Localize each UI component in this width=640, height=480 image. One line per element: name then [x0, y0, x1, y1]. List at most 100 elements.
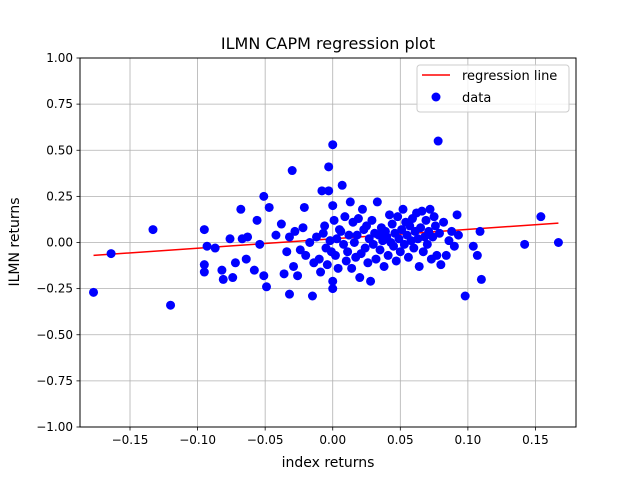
data-point: [298, 223, 308, 233]
y-tick-label: −1.00: [36, 420, 73, 434]
data-point: [360, 243, 370, 253]
y-tick-label: 0.25: [46, 189, 73, 203]
data-point: [520, 239, 530, 249]
data-point: [320, 221, 330, 231]
data-point: [394, 234, 404, 244]
data-point: [372, 197, 382, 207]
data-point: [418, 247, 428, 257]
x-tick-label: 0.15: [522, 433, 549, 447]
data-point: [336, 226, 346, 236]
data-point: [391, 256, 401, 266]
data-point: [318, 228, 328, 238]
data-point: [355, 273, 365, 283]
y-tick-label: −0.25: [36, 282, 73, 296]
data-point: [405, 221, 415, 231]
data-point: [210, 243, 220, 253]
data-point: [340, 212, 350, 222]
data-point: [428, 232, 438, 242]
data-point: [259, 271, 269, 281]
data-point: [199, 260, 209, 270]
data-point: [393, 212, 403, 222]
data-point: [271, 230, 281, 240]
data-point: [89, 287, 99, 297]
data-point: [328, 276, 338, 286]
data-point: [447, 226, 457, 236]
data-point: [368, 239, 378, 249]
x-tick-label: 0.10: [455, 433, 482, 447]
data-point: [228, 273, 238, 283]
data-point: [289, 261, 299, 271]
data-point: [279, 269, 289, 279]
data-point: [262, 282, 272, 292]
data-point: [444, 236, 454, 246]
data-point: [417, 206, 427, 216]
x-tick-label: −0.10: [179, 433, 216, 447]
data-point: [436, 260, 446, 270]
legend: regression line data: [416, 64, 570, 113]
data-point: [328, 201, 338, 211]
data-point: [430, 221, 440, 231]
x-tick-label: −0.05: [247, 433, 284, 447]
data-point: [314, 254, 324, 264]
data-point: [453, 230, 463, 240]
data-point: [389, 241, 399, 251]
data-point: [199, 225, 209, 235]
data-point: [379, 261, 389, 271]
data-point: [366, 276, 376, 286]
y-axis-ticks: −1.00 −0.75 −0.50 −0.25 0.00 0.25 0.50 0.75 1.00: [36, 51, 80, 434]
data-point: [362, 221, 372, 231]
data-point: [375, 245, 385, 255]
data-point: [299, 202, 309, 212]
data-point: [367, 215, 377, 225]
x-axis-ticks: −0.15 −0.10 −0.05 0.00 0.05 0.10 0.15: [112, 427, 549, 447]
data-point: [328, 284, 338, 294]
data-point: [352, 230, 362, 240]
x-tick-label: 0.00: [319, 433, 346, 447]
data-point: [332, 234, 342, 244]
data-point: [328, 140, 338, 150]
data-point: [345, 197, 355, 207]
data-point: [241, 254, 251, 264]
data-point: [329, 215, 339, 225]
data-point: [349, 238, 359, 247]
data-point: [414, 261, 424, 271]
data-point: [236, 204, 246, 214]
data-point: [148, 225, 158, 235]
data-point: [536, 212, 546, 222]
data-point: [363, 258, 373, 268]
data-point: [230, 258, 240, 268]
data-point: [106, 249, 116, 259]
data-point: [441, 250, 451, 260]
data-point: [472, 250, 482, 260]
data-point: [290, 226, 300, 236]
data-point: [421, 215, 431, 225]
data-point: [333, 263, 343, 273]
data-point: [284, 232, 294, 242]
data-point: [225, 234, 235, 244]
data-point: [425, 204, 435, 214]
data-point: [305, 238, 315, 247]
data-point: [322, 260, 332, 270]
data-point: [330, 250, 340, 260]
y-tick-label: 0.50: [46, 143, 73, 157]
data-point: [434, 228, 444, 238]
legend-data-marker: [431, 92, 441, 102]
data-point: [199, 267, 209, 277]
y-tick-label: −0.75: [36, 374, 73, 388]
data-point: [387, 219, 397, 229]
data-point: [218, 274, 228, 284]
data-point: [422, 239, 432, 249]
data-point: [264, 202, 274, 212]
data-point: [353, 214, 363, 224]
data-point: [452, 210, 462, 220]
x-tick-label: −0.15: [112, 433, 149, 447]
y-axis-label: ILMN returns: [7, 197, 23, 286]
legend-box: [416, 64, 570, 113]
data-point: [433, 136, 443, 146]
data-point: [347, 263, 357, 273]
y-tick-label: 1.00: [46, 51, 73, 65]
data-point: [316, 267, 326, 277]
data-point: [395, 247, 405, 257]
data-point: [295, 245, 305, 255]
